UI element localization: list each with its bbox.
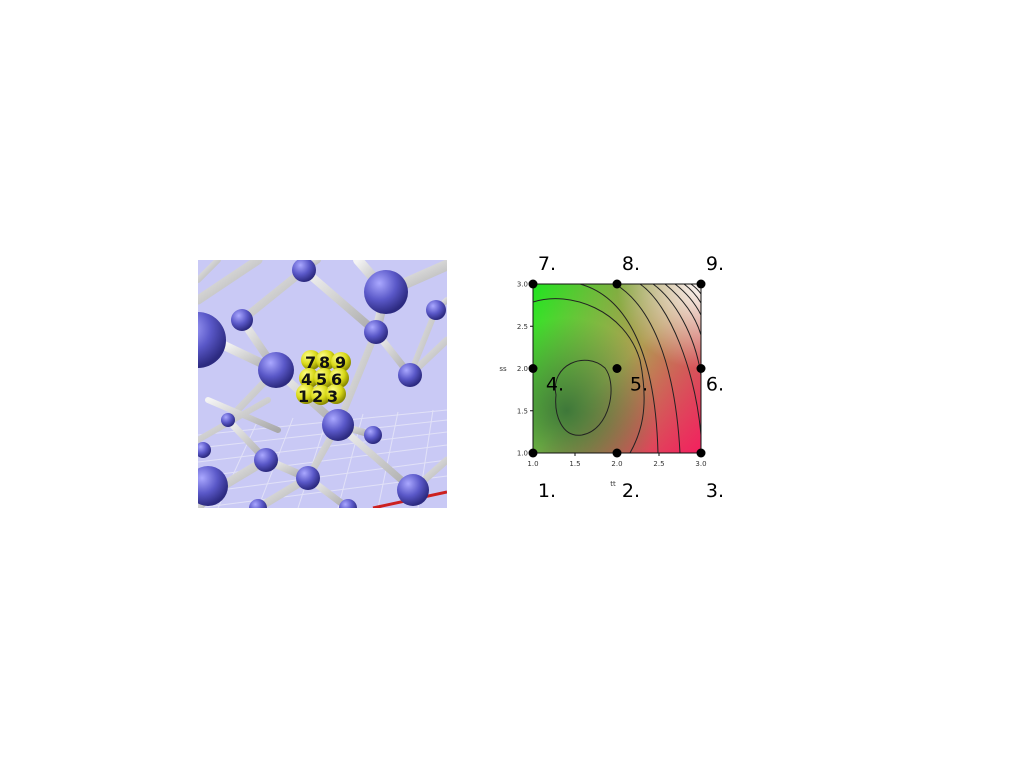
contour-plot-svg: 1.0 1.5 2.0 2.5 3.0 1.0 1.5 2.0 2.5 3.0 tt ss 1.… (499, 253, 724, 502)
grid-point-label: 4. (546, 374, 564, 396)
cluster-label-6: 6 (331, 370, 342, 389)
contour-lines (533, 284, 701, 453)
contour-plot-panel: 1.0 1.5 2.0 2.5 3.0 1.0 1.5 2.0 2.5 3.0 tt ss 1.… (490, 250, 740, 520)
cluster-label-8: 8 (319, 353, 330, 372)
grid-point-label: 1. (538, 480, 556, 502)
atoms (198, 260, 446, 508)
x-tick-label: 1.0 (527, 460, 538, 468)
y-tick-label: 3.0 (517, 281, 528, 289)
grid-point (528, 279, 538, 289)
y-tick-label: 2.0 (517, 365, 528, 373)
cluster-label-3: 3 (327, 387, 338, 406)
x-tick-label: 2.5 (653, 460, 664, 468)
cluster-labels: 7 8 9 4 5 6 1 2 3 (298, 353, 346, 406)
cluster-label-7: 7 (305, 353, 316, 372)
grid-point-label: 8. (622, 253, 640, 275)
y-tick-label: 1.5 (517, 407, 528, 415)
molecular-lattice-view: 7 8 9 4 5 6 1 2 3 (198, 260, 447, 508)
y-tick-label: 1.0 (517, 450, 528, 458)
x-tick-label: 2.0 (611, 460, 622, 468)
grid-points: 1. 2. 3. 4. 5. 6. 7. 8. 9. (528, 253, 724, 502)
grid-point-label: 9. (706, 253, 724, 275)
lattice-svg: 7 8 9 4 5 6 1 2 3 (198, 260, 447, 508)
cluster-label-5: 5 (316, 370, 327, 389)
cluster-label-4: 4 (301, 370, 312, 389)
x-axis-label: tt (610, 480, 616, 488)
grid-point (612, 364, 622, 373)
cluster-label-2: 2 (312, 387, 323, 406)
x-tick-label: 3.0 (695, 460, 706, 468)
grid-point-label: 5. (630, 374, 648, 396)
grid-point-label: 7. (538, 253, 556, 275)
grid-point-label: 6. (706, 374, 724, 396)
grid-point (696, 448, 706, 458)
y-axis-label: ss (499, 365, 507, 373)
cluster-label-9: 9 (335, 353, 346, 372)
grid-point (528, 448, 538, 458)
x-tick-label: 1.5 (569, 460, 580, 468)
grid-point (612, 279, 622, 289)
grid-point-label: 3. (706, 480, 724, 502)
grid-point (696, 364, 706, 373)
grid-point-label: 2. (622, 480, 640, 502)
cluster-label-1: 1 (298, 387, 309, 406)
grid-point (612, 448, 622, 458)
grid-point (528, 364, 538, 373)
yellow-cluster (296, 350, 351, 405)
grid-point (696, 279, 706, 289)
y-tick-label: 2.5 (517, 323, 528, 331)
